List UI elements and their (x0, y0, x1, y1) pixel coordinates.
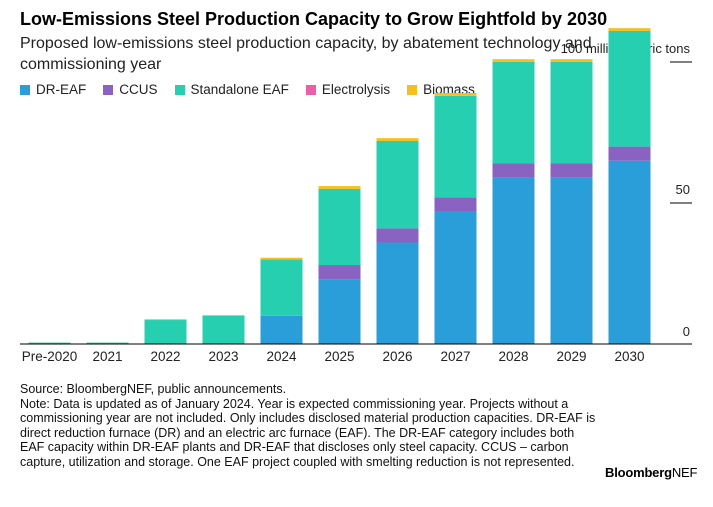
chart-title: Low-Emissions Steel Production Capacity … (20, 9, 608, 29)
bar-dr-eaf-2026 (376, 242, 419, 344)
bar-biomass-2025 (318, 186, 361, 189)
legend-label: Electrolysis (321, 82, 391, 97)
legend-label: DR-EAF (36, 82, 87, 97)
bar-standalone-eaf-2028 (492, 62, 535, 164)
brand-bold: Bloomberg (605, 465, 672, 480)
bar-biomass-2022 (144, 319, 187, 321)
x-tick-label: 2026 (382, 349, 412, 364)
chart-subtitle: Proposed low-emissions steel production … (20, 35, 592, 73)
legend-swatch (305, 84, 316, 95)
source-note: Source: BloombergNEF, public announcemen… (20, 382, 287, 396)
bar-ccus-2028 (492, 163, 535, 178)
bar-biomass-2028 (492, 59, 535, 62)
legend: DR-EAF CCUS Standalone EAF Electrolysis Biom… (20, 82, 492, 97)
x-tick-label: 2030 (614, 349, 644, 364)
x-tick-label: 2029 (556, 349, 586, 364)
legend-label: Standalone EAF (190, 82, 289, 97)
legend-swatch (407, 84, 418, 95)
bar-standalone-eaf-pre-2020 (28, 342, 71, 344)
bar-dr-eaf-2025 (318, 279, 361, 344)
bar-biomass-2027 (434, 93, 477, 96)
bar-dr-eaf-2027 (434, 211, 477, 344)
bar-biomass-2026 (376, 138, 419, 141)
y-tick-label: 0 (683, 324, 690, 339)
legend-swatch (174, 84, 185, 95)
bar-dr-eaf-2024 (260, 315, 303, 344)
bar-standalone-eaf-2022 (144, 320, 187, 344)
x-tick-label: Pre-2020 (22, 349, 78, 364)
bar-ccus-2027 (434, 197, 477, 212)
legend-swatch (103, 84, 114, 95)
brand-logo: BloombergNEF (605, 465, 697, 480)
legend-label: CCUS (119, 82, 158, 97)
legend-item-standalone-eaf: Standalone EAF (174, 82, 289, 97)
x-tick-label: 2022 (150, 349, 180, 364)
methodology-note: Note: Data is updated as of January 2024… (20, 396, 596, 469)
x-tick-label: 2024 (266, 349, 297, 364)
x-tick-label: 2023 (208, 349, 238, 364)
bar-ccus-2026 (376, 228, 419, 243)
footnotes: Source: BloombergNEF, public announcemen… (20, 382, 600, 469)
legend-item-ccus: CCUS (103, 82, 158, 97)
bar-standalone-eaf-2023 (202, 315, 245, 344)
bar-biomass-2030 (608, 28, 651, 31)
bar-ccus-2030 (608, 146, 651, 161)
bar-biomass-2024 (260, 257, 303, 260)
bar-dr-eaf-2030 (608, 160, 651, 344)
legend-item-electrolysis: Electrolysis (305, 82, 391, 97)
brand-light: NEF (671, 465, 698, 480)
bar-biomass-2029 (550, 59, 593, 62)
bar-standalone-eaf-2029 (550, 62, 593, 164)
bar-dr-eaf-2029 (550, 177, 593, 344)
bar-ccus-2029 (550, 163, 593, 178)
bar-standalone-eaf-2025 (318, 188, 361, 266)
bar-standalone-eaf-2030 (608, 30, 651, 147)
bar-standalone-eaf-2027 (434, 95, 477, 198)
bar-standalone-eaf-2026 (376, 140, 419, 229)
legend-swatch (20, 84, 30, 95)
y-tick-label: 50 (676, 182, 690, 197)
bar-biomass-2023 (202, 314, 245, 316)
x-tick-label: 2027 (440, 349, 470, 364)
x-tick-label: 2028 (498, 349, 528, 364)
bar-standalone-eaf-2021 (86, 342, 129, 344)
x-tick-label: 2025 (324, 349, 354, 364)
x-tick-label: 2021 (92, 349, 122, 364)
bar-ccus-2025 (318, 265, 361, 280)
bar-dr-eaf-2028 (492, 177, 535, 344)
legend-item-dr-eaf: DR-EAF (20, 82, 86, 97)
bar-standalone-eaf-2024 (260, 259, 303, 316)
